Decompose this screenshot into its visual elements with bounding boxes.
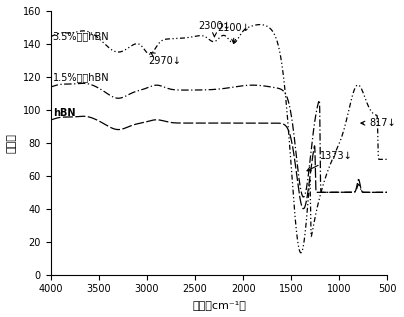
Text: 2100↓: 2100↓ bbox=[218, 23, 250, 43]
Text: 817↓: 817↓ bbox=[361, 118, 396, 128]
Text: hBN: hBN bbox=[53, 108, 75, 118]
Text: 1373↓: 1373↓ bbox=[307, 151, 353, 171]
Y-axis label: 透射比: 透射比 bbox=[7, 133, 17, 153]
X-axis label: 波数（cm⁻¹）: 波数（cm⁻¹） bbox=[192, 300, 246, 310]
Text: 3.5%处理hBN: 3.5%处理hBN bbox=[53, 31, 109, 41]
Text: 1.5%处理hBN: 1.5%处理hBN bbox=[53, 72, 109, 82]
Text: 2300↓: 2300↓ bbox=[198, 21, 231, 37]
Text: 2970↓: 2970↓ bbox=[148, 53, 181, 66]
